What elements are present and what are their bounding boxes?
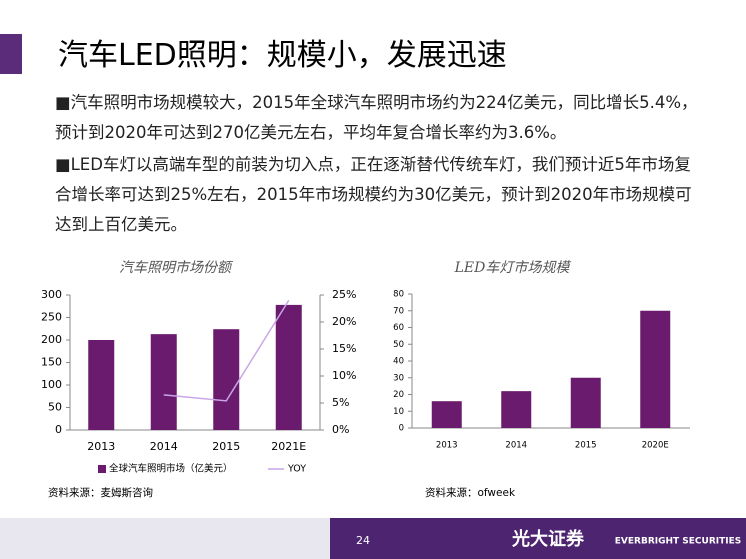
x-tick-label: 2014	[505, 441, 527, 451]
x-tick-label: 2020E	[642, 441, 669, 451]
page-number: 24	[356, 534, 370, 547]
y-tick-label: 80	[393, 290, 404, 300]
bar	[640, 310, 671, 428]
y-tick-label: 60	[393, 323, 404, 333]
bar	[150, 334, 177, 430]
y2-tick-label: 25%	[332, 288, 356, 301]
slide-title: 汽车LED照明：规模小，发展迅速	[58, 38, 507, 73]
bar	[213, 329, 240, 430]
brand-en: EVERBRIGHT SECURITIES	[615, 537, 741, 547]
bar	[501, 391, 532, 428]
y-tick-label: 20	[393, 390, 404, 400]
y-tick-label: 300	[41, 288, 62, 301]
y-tick-label: 30	[393, 373, 404, 383]
x-tick-label: 2015	[212, 440, 240, 453]
brand: 光大证券	[511, 528, 585, 550]
y-tick-label: 100	[41, 378, 62, 391]
chart-title: LED车灯市场规模	[454, 260, 572, 276]
line	[163, 300, 290, 402]
y-tick-label: 200	[41, 333, 62, 346]
bar	[275, 304, 302, 430]
y2-tick-label: 15%	[332, 342, 356, 355]
x-tick-label: 2021E	[271, 440, 306, 453]
bar	[88, 340, 115, 430]
paragraph: ■LED车灯以高端车型的前装为切入点，正在逐渐替代传统车灯，我们预计近5年市场复…	[55, 155, 692, 234]
paragraph: ■汽车照明市场规模较大，2015年全球汽车照明市场约为224亿美元，同比增长5.…	[55, 93, 698, 142]
x-tick-label: 2013	[436, 441, 458, 451]
y-tick-label: 70	[393, 306, 404, 316]
y-tick-label: 150	[41, 356, 62, 369]
legend-swatch	[98, 465, 106, 473]
footer-light	[0, 518, 330, 559]
y2-tick-label: 20%	[332, 315, 356, 328]
y-tick-label: 10	[393, 407, 404, 417]
legend-label: 全球汽车照明市场（亿美元）	[109, 463, 233, 475]
y-tick-label: 250	[41, 311, 62, 324]
y2-tick-label: 10%	[332, 369, 356, 382]
x-tick-label: 2014	[150, 440, 178, 453]
bar	[431, 401, 462, 428]
bar	[570, 377, 601, 428]
x-tick-label: 2013	[87, 440, 115, 453]
source: 资料来源：ofweek	[425, 486, 516, 499]
chart-title: 汽车照明市场份额	[119, 260, 234, 276]
source: 资料来源：麦姆斯咨询	[48, 486, 153, 499]
y-tick-label: 50	[48, 401, 62, 414]
legend-label: YOY	[287, 464, 306, 475]
y2-tick-label: 0%	[332, 423, 349, 436]
y-tick-label: 0	[55, 423, 62, 436]
y2-tick-label: 5%	[332, 396, 349, 409]
x-tick-label: 2015	[575, 441, 597, 451]
left-accent	[0, 34, 22, 74]
y-tick-label: 0	[399, 424, 404, 434]
y-tick-label: 40	[393, 357, 404, 367]
y-tick-label: 50	[393, 340, 404, 350]
